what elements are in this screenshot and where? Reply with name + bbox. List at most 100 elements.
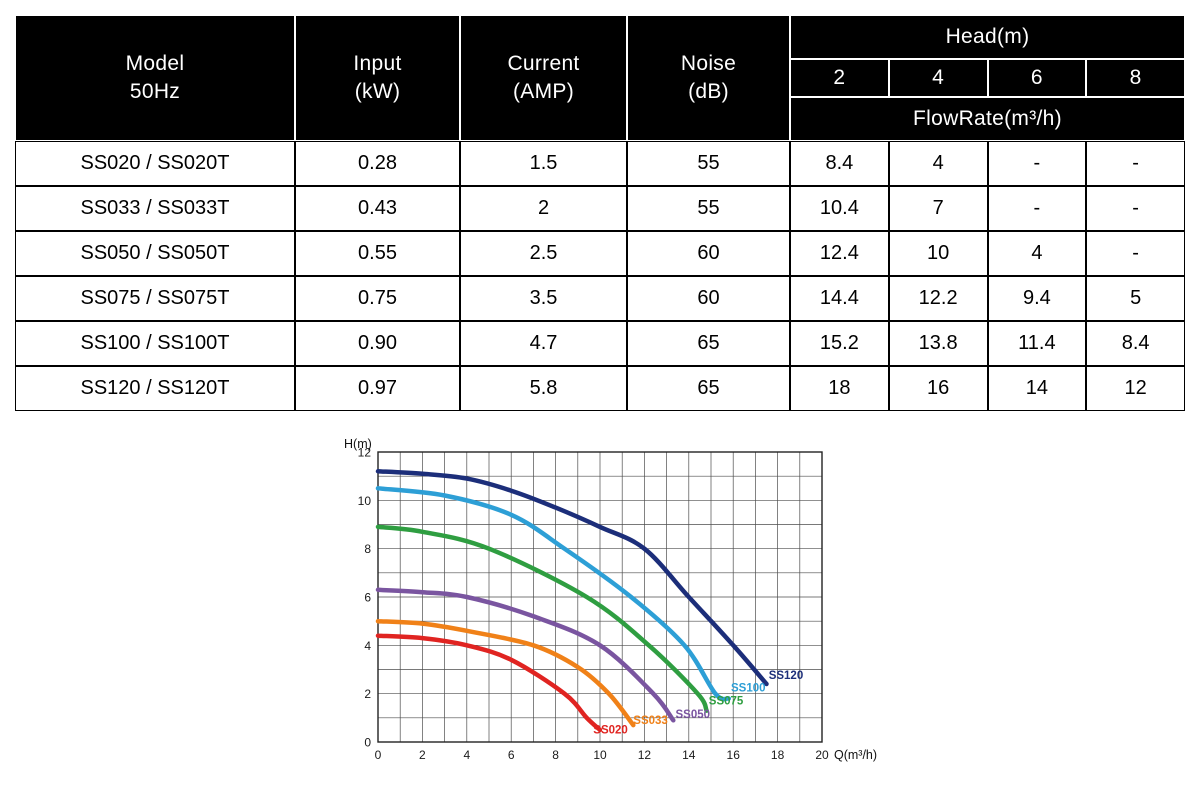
x-tick-label: 12: [638, 748, 652, 762]
x-tick-label: 8: [552, 748, 559, 762]
flow-cell: 13.8: [888, 321, 988, 366]
input-cell: 0.97: [295, 366, 460, 411]
x-tick-label: 0: [375, 748, 382, 762]
header-current-line2: (AMP): [513, 80, 574, 103]
header-model-line2: 50Hz: [129, 80, 181, 103]
y-tick-label: 12: [358, 446, 372, 460]
current-cell: 3.5: [460, 276, 627, 321]
flow-cell: -: [1086, 186, 1185, 231]
flow-cell: 11.4: [987, 321, 1087, 366]
header-input: Input (kW): [295, 15, 460, 141]
y-tick-label: 0: [364, 736, 371, 750]
x-tick-label: 14: [682, 748, 696, 762]
header-model: Model 50Hz: [15, 15, 295, 141]
y-tick-label: 4: [364, 639, 371, 653]
curve-label-SS120: SS120: [769, 670, 804, 682]
flow-cell: 8.4: [1086, 321, 1185, 366]
curve-SS020: [375, 633, 603, 733]
header-head-8: 8: [1086, 59, 1185, 97]
x-tick-label: 4: [463, 748, 470, 762]
flow-cell: 5: [1086, 276, 1185, 321]
x-tick-label: 10: [593, 748, 607, 762]
x-tick-label: 16: [727, 748, 741, 762]
model-cell: SS050 / SS050T: [15, 231, 295, 276]
model-cell: SS100 / SS100T: [15, 321, 295, 366]
header-noise-line2: (dB): [688, 80, 729, 103]
header-current: Current (AMP): [460, 15, 627, 141]
x-tick-label: 2: [419, 748, 426, 762]
curve-label-SS075: SS075: [709, 696, 744, 708]
input-cell: 0.28: [295, 141, 460, 186]
current-cell: 2.5: [460, 231, 627, 276]
y-tick-label: 10: [358, 494, 372, 508]
curve-label-SS033: SS033: [633, 715, 668, 727]
flow-cell: 12.2: [888, 276, 988, 321]
current-cell: 5.8: [460, 366, 627, 411]
flow-cell: 9.4: [987, 276, 1087, 321]
flow-cell: 15.2: [790, 321, 889, 366]
curve-SS050: [375, 587, 676, 723]
noise-cell: 65: [627, 366, 790, 411]
noise-cell: 55: [627, 141, 790, 186]
model-cell: SS033 / SS033T: [15, 186, 295, 231]
plot-border: [377, 451, 823, 743]
header-head-4: 4: [888, 59, 988, 97]
header-flowrate: FlowRate(m³/h): [790, 97, 1185, 141]
flow-cell: -: [1086, 141, 1185, 186]
noise-cell: 55: [627, 186, 790, 231]
y-tick-label: 8: [364, 542, 371, 556]
input-cell: 0.75: [295, 276, 460, 321]
model-cell: SS075 / SS075T: [15, 276, 295, 321]
x-tick-label: 20: [815, 748, 829, 762]
header-head-6: 6: [987, 59, 1087, 97]
flow-cell: 10: [888, 231, 988, 276]
flow-cell: 10.4: [790, 186, 889, 231]
flow-cell: 14.4: [790, 276, 889, 321]
flow-cell: 14: [987, 366, 1087, 411]
flow-cell: 4: [888, 141, 988, 186]
input-cell: 0.90: [295, 321, 460, 366]
pump-spec-table: Model 50Hz Input (kW) Current (AMP) Nois…: [15, 15, 1185, 411]
current-cell: 2: [460, 186, 627, 231]
flow-cell: 8.4: [790, 141, 889, 186]
curve-SS033: [375, 618, 636, 728]
y-tick-label: 6: [364, 591, 371, 605]
y-axis-label: H(m): [344, 437, 372, 451]
x-axis-label: Q(m³/h): [834, 748, 877, 762]
curve-label-SS100: SS100: [731, 682, 766, 694]
curve-SS100: [375, 486, 732, 702]
noise-cell: 60: [627, 231, 790, 276]
header-noise-line1: Noise: [680, 52, 737, 76]
curve-SS120: [375, 469, 769, 687]
pump-curve-svg: 0 2 4 6 8 10 12 14 16 18 20024681012H(m)Q(m³/h)SS0…: [344, 437, 877, 762]
flow-cell: 4: [987, 231, 1087, 276]
curve-label-SS020: SS020: [593, 725, 628, 737]
header-model-line1: Model: [125, 52, 185, 76]
flow-cell: 18: [790, 366, 889, 411]
x-tick-label: 6: [508, 748, 515, 762]
input-cell: 0.43: [295, 186, 460, 231]
flow-cell: 12.4: [790, 231, 889, 276]
input-cell: 0.55: [295, 231, 460, 276]
header-noise: Noise (dB): [627, 15, 790, 141]
flow-cell: 7: [888, 186, 988, 231]
header-input-line2: (kW): [354, 80, 401, 103]
flow-cell: -: [987, 186, 1087, 231]
model-cell: SS120 / SS120T: [15, 366, 295, 411]
header-current-line1: Current: [507, 52, 580, 76]
header-head-2: 2: [790, 59, 889, 97]
flow-cell: 12: [1086, 366, 1185, 411]
flow-cell: 16: [888, 366, 988, 411]
noise-cell: 60: [627, 276, 790, 321]
noise-cell: 65: [627, 321, 790, 366]
flow-cell: -: [987, 141, 1087, 186]
header-head: Head(m): [790, 15, 1185, 59]
y-tick-label: 2: [364, 687, 371, 701]
curve-label-SS050: SS050: [676, 709, 711, 721]
current-cell: 4.7: [460, 321, 627, 366]
current-cell: 1.5: [460, 141, 627, 186]
curve-SS075: [375, 524, 709, 713]
flow-cell: -: [1086, 231, 1185, 276]
header-input-line1: Input: [353, 52, 402, 76]
pump-curve-chart: 0 2 4 6 8 10 12 14 16 18 20 0 2 4 6 8 10 12 H(m) Q(m³/h) SS0…: [340, 436, 900, 786]
